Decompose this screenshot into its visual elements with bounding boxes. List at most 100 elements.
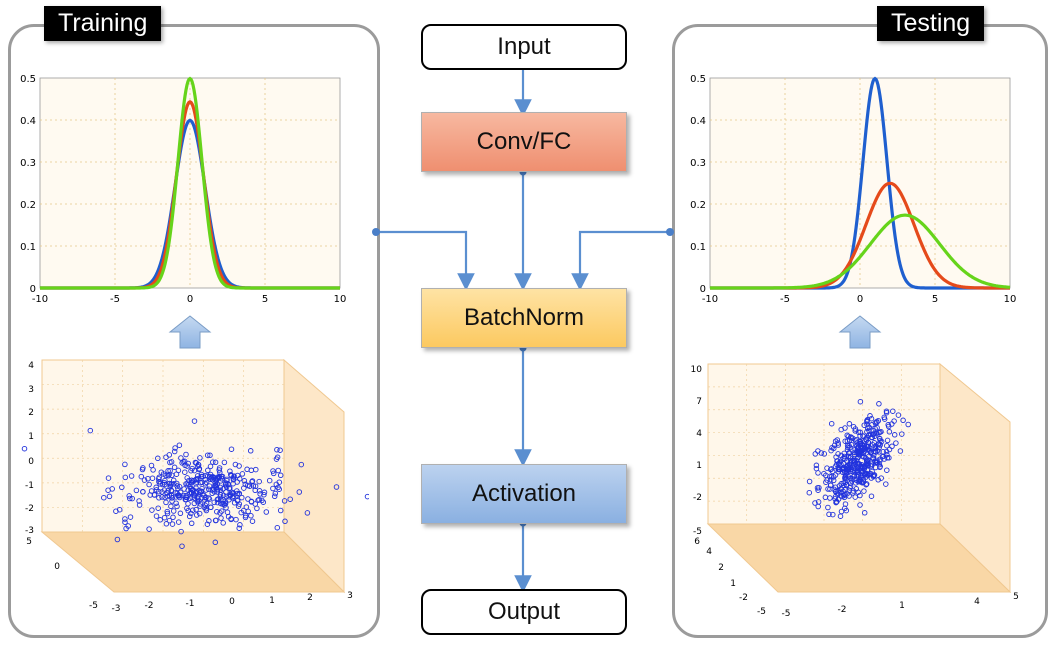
testing-scatter-3d: 10 7 4 1 -2 -5 6 4 2 1 -2 -5 -5 -2 1 4 5 — [691, 362, 1019, 619]
training-scatter-point — [198, 471, 205, 478]
training-scatter-point — [188, 520, 195, 527]
training-scatter-point — [191, 467, 198, 474]
training-scatter-point — [159, 494, 165, 500]
testing-xtick-3d: -2 — [838, 605, 847, 615]
testing-scatter-point — [899, 431, 905, 437]
testing-scatter-point — [846, 421, 853, 427]
training-scatter-point — [165, 468, 171, 474]
testing-scatter-point — [881, 414, 887, 421]
testing-scatter-point — [884, 467, 890, 473]
training-scatter-point — [212, 459, 219, 466]
training-scatter-point — [212, 480, 218, 486]
training-scatter-point — [21, 445, 28, 452]
training-scatter-point — [214, 499, 221, 506]
training-scatter-point — [220, 486, 226, 492]
testing-scatter-point — [883, 448, 890, 455]
training-to-batchnorm-arrow — [376, 230, 475, 291]
training-scatter-point — [364, 493, 369, 500]
training-scatter-point — [218, 515, 224, 521]
testing-scatter-point — [843, 470, 849, 476]
training-scatter-point — [164, 490, 170, 496]
training-scatter-point — [216, 465, 223, 471]
training-scatter-point — [193, 506, 199, 513]
testing-scatter-point — [855, 454, 861, 461]
testing-scatter-point — [835, 442, 842, 448]
testing-scatter-point — [852, 480, 859, 486]
training-scatter-point — [274, 446, 280, 453]
training-scatter-point — [287, 496, 293, 502]
training-ytick: 0.1 — [20, 242, 36, 253]
training-scatter-point — [256, 496, 262, 503]
training-scatter-point — [105, 487, 111, 493]
testing-scatter-point — [886, 455, 892, 461]
batchnorm-box: BatchNorm — [421, 288, 627, 348]
testing-ytick: 0 — [700, 284, 706, 295]
testing-scatter-point — [853, 436, 860, 443]
training-scatter-point — [256, 488, 263, 494]
training-ytick: 0.5 — [20, 74, 36, 85]
training-ytick: 0.2 — [20, 200, 36, 211]
testing-scatter-point — [844, 432, 850, 439]
training-scatter-point — [273, 456, 280, 462]
testing-scatter-point — [831, 486, 837, 493]
testing-ztick: 10 — [691, 365, 703, 375]
testing-scatter-point — [844, 469, 850, 475]
training-scatter-point — [266, 477, 273, 484]
training-scatter-point — [164, 510, 171, 517]
testing-scatter-point — [861, 454, 867, 460]
output-box: Output — [421, 589, 627, 635]
testing-up-arrow-icon — [838, 315, 882, 349]
training-scatter-point — [206, 486, 212, 492]
testing-xtick-3d: 4 — [974, 597, 980, 607]
training-scatter-point — [244, 466, 250, 473]
testing-scatter-point — [859, 469, 866, 475]
training-scatter-point — [205, 467, 211, 474]
activation-box: Activation — [421, 464, 627, 524]
training-scatter-point — [182, 469, 188, 475]
training-scatter-point — [296, 489, 303, 495]
training-scatter-point — [248, 512, 254, 519]
testing-scatter-point — [861, 488, 867, 494]
training-scatter-point — [257, 491, 263, 497]
training-scatter-point — [176, 442, 183, 448]
training-scatter-point — [189, 478, 196, 485]
training-scatter-point — [145, 475, 151, 482]
training-scatter-point — [263, 509, 270, 515]
testing-ytick: 0.2 — [690, 200, 706, 211]
training-xtick-3d: 0 — [229, 597, 235, 607]
training-scatter-point — [162, 494, 168, 501]
training-scatter-point — [159, 489, 165, 495]
testing-scatter-point — [868, 493, 875, 499]
training-scatter-point — [259, 497, 265, 504]
testing-scatter-point — [832, 472, 839, 478]
testing-scatter-point — [905, 421, 911, 428]
training-scatter-point — [272, 490, 279, 497]
training-scatter-point — [168, 503, 174, 510]
training-up-arrow-icon — [168, 315, 212, 349]
training-scatter-point — [122, 461, 128, 468]
training-scatter-point — [148, 488, 155, 494]
testing-scatter-point — [845, 444, 851, 451]
training-scatter-point — [105, 475, 112, 481]
testing-scatter-point — [834, 458, 840, 464]
training-scatter-point — [274, 524, 281, 531]
testing-curve-series-green — [710, 213, 1011, 290]
testing-scatter-point — [841, 450, 847, 457]
testing-scatter-point — [828, 466, 835, 472]
testing-scatter-point — [878, 475, 884, 481]
training-scatter-point — [138, 473, 145, 480]
testing-scatter-point — [855, 489, 861, 495]
training-scatter-point — [197, 503, 203, 509]
training-scatter-point — [166, 471, 172, 478]
training-scatter-point — [176, 494, 183, 501]
training-scatter-point — [155, 455, 161, 462]
training-scatter-point — [140, 489, 146, 495]
testing-scatter-point — [852, 494, 858, 500]
testing-to-batchnorm-arrow — [571, 230, 670, 291]
training-xtick: -10 — [32, 294, 48, 305]
training-scatter-point — [126, 493, 132, 499]
testing-scatter-point — [897, 448, 904, 454]
testing-scatter-point — [871, 472, 878, 478]
training-scatter-point — [176, 483, 183, 490]
training-scatter-point — [158, 469, 165, 475]
